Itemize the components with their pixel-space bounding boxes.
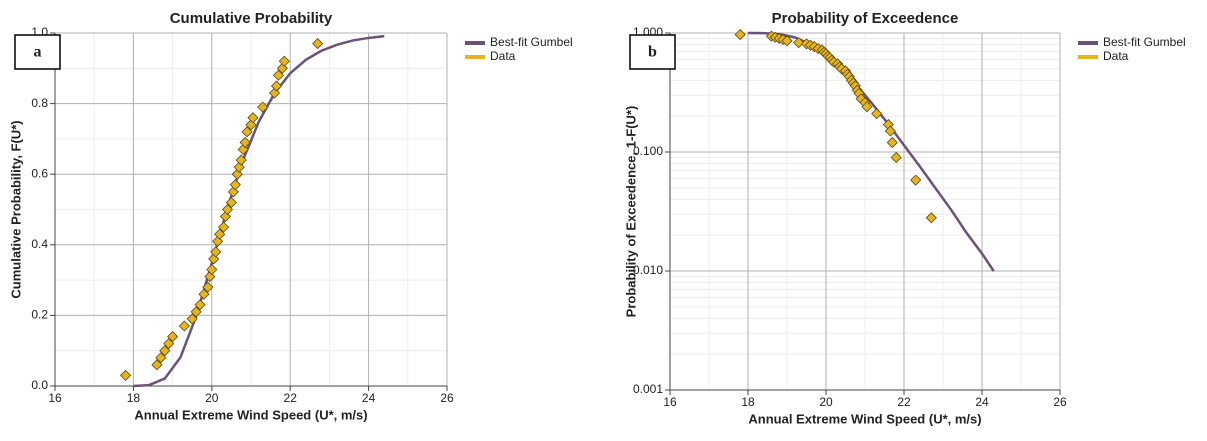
- x-tick-label: 20: [205, 391, 219, 405]
- legend-label: Best-fit Gumbel: [1103, 35, 1186, 49]
- x-tick-label: 22: [897, 395, 911, 409]
- legend-label: Data: [490, 49, 516, 63]
- x-tick-label: 18: [127, 391, 141, 405]
- panel-label-box: [14, 34, 61, 70]
- data-point: [890, 151, 902, 164]
- y-tick-label: 0.2: [31, 308, 48, 322]
- data-point: [734, 29, 746, 41]
- x-tick-label: 26: [1053, 395, 1067, 409]
- data-point: [202, 281, 214, 293]
- data-point: [910, 174, 922, 186]
- data-point: [239, 136, 251, 148]
- data-point: [119, 369, 132, 381]
- data-point: [221, 203, 234, 216]
- data-point: [194, 299, 206, 311]
- y-axis-label: Cumulative Probability, F(U*): [8, 120, 23, 298]
- x-axis-label: Annual Extreme Wind Speed (U*, m/s): [134, 407, 367, 422]
- data-point: [225, 196, 237, 209]
- y-tick-label: 0.6: [31, 166, 48, 180]
- fit-line: [133, 34, 385, 388]
- x-tick-label: 16: [48, 391, 62, 405]
- x-tick-label: 26: [440, 391, 454, 405]
- data-point: [312, 38, 324, 50]
- panel-label-box: [629, 34, 676, 70]
- y-axis-label: Probability of Exceedence, 1-F(U*): [623, 106, 638, 318]
- data-point: [871, 108, 883, 120]
- data-point: [235, 154, 247, 166]
- chart-title: Cumulative Probability: [170, 10, 333, 27]
- x-tick-label: 22: [284, 391, 298, 405]
- data-point: [257, 101, 269, 113]
- data-point: [167, 331, 179, 343]
- y-tick-label: 0.100: [633, 144, 663, 158]
- data-point: [270, 80, 283, 92]
- x-tick-label: 20: [819, 395, 833, 409]
- data-point: [278, 55, 290, 67]
- data-point: [247, 112, 259, 124]
- data-point: [793, 37, 805, 49]
- y-tick-label: 0.0: [31, 378, 48, 392]
- data-point: [206, 263, 218, 276]
- y-tick-label: 0.001: [633, 382, 663, 396]
- x-tick-label: 18: [741, 395, 755, 409]
- data-point: [190, 306, 202, 318]
- y-tick-label: 0.8: [31, 96, 48, 110]
- x-axis-label: Annual Extreme Wind Speed (U*, m/s): [748, 411, 981, 426]
- data-point: [884, 125, 896, 137]
- data-point: [163, 338, 175, 350]
- y-tick-label: 0.4: [31, 237, 48, 251]
- fit-line: [747, 31, 995, 272]
- x-tick-label: 16: [663, 395, 677, 409]
- data-point: [272, 69, 285, 81]
- legend-label: Best-fit Gumbel: [490, 35, 573, 49]
- data-point: [186, 313, 198, 325]
- data-point: [198, 288, 210, 300]
- data-point: [210, 246, 222, 258]
- data-point: [886, 137, 898, 149]
- x-tick-label: 24: [975, 395, 989, 409]
- data-point: [229, 179, 241, 191]
- panel-label: a: [34, 44, 42, 61]
- x-tick-label: 24: [362, 391, 376, 405]
- data-point: [178, 320, 190, 332]
- data-point: [781, 35, 793, 47]
- data-point: [217, 221, 230, 233]
- data-point: [241, 126, 253, 138]
- data-point: [159, 345, 171, 357]
- data-point: [155, 352, 167, 364]
- chart-title: Probability of Exceedence: [772, 10, 959, 27]
- data-point: [214, 228, 226, 240]
- data-point: [861, 101, 873, 113]
- legend-label: Data: [1103, 49, 1129, 63]
- panel-label: b: [648, 44, 657, 61]
- y-tick-label: 0.010: [633, 263, 663, 277]
- data-point: [925, 212, 937, 224]
- data-point: [151, 359, 163, 371]
